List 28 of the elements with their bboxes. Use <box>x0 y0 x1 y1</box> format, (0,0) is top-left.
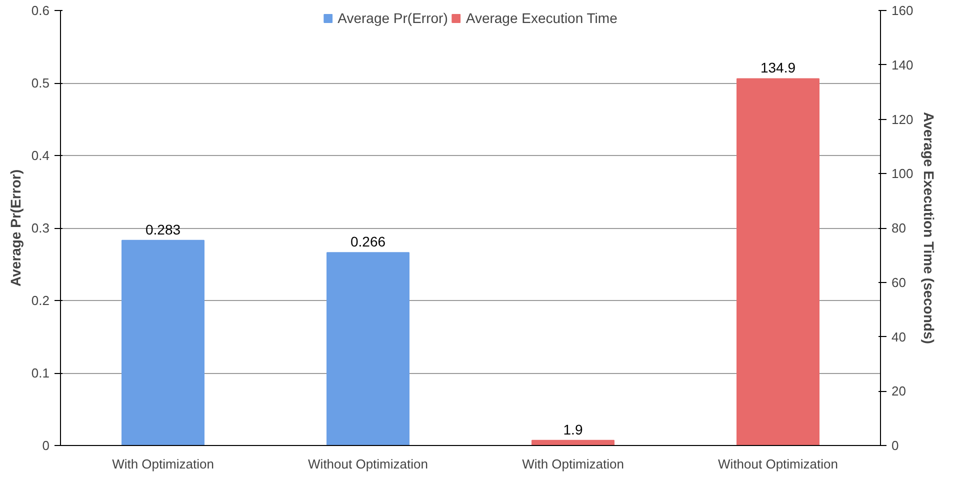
data-label: 1.9 <box>563 421 583 438</box>
y2-tick-label: 60 <box>892 274 906 290</box>
data-label: 0.266 <box>350 234 386 250</box>
data-label: 0.283 <box>145 221 181 238</box>
y-axis-title: Average Pr(Error) <box>7 170 24 286</box>
x-tick-label: Without Optimization <box>308 456 428 472</box>
y2-tick-label: 140 <box>892 57 914 72</box>
y-tick-label: 0.5 <box>31 76 50 90</box>
y2-tick-label: 80 <box>892 220 906 236</box>
y2-tick-label: 40 <box>892 329 906 344</box>
y-tick-label: 0.2 <box>31 293 50 308</box>
y2-tick-label: 100 <box>892 166 914 182</box>
y-tick-label: 0 <box>42 438 50 453</box>
y-tick-label: 0.4 <box>31 148 50 163</box>
y2-tick-label: 20 <box>892 384 906 399</box>
y2-tick-label: 0 <box>892 438 899 453</box>
y2-tick-label: 120 <box>892 112 914 127</box>
legend-label: Average Pr(Error) <box>338 10 448 26</box>
y-tick-label: 0.6 <box>31 3 50 18</box>
y-tick-label: 0.3 <box>31 220 50 236</box>
x-tick-label: With Optimization <box>522 456 624 472</box>
y-tick-label: 0.1 <box>31 366 50 380</box>
y2-axis-title: Average Execution Time (seconds) <box>921 112 938 344</box>
y2-tick-label: 160 <box>892 3 914 18</box>
legend-label: Average Execution Time <box>466 10 618 26</box>
x-tick-label: With Optimization <box>112 456 214 472</box>
data-label: 134.9 <box>760 60 796 76</box>
x-tick-label: Without Optimization <box>718 456 838 472</box>
